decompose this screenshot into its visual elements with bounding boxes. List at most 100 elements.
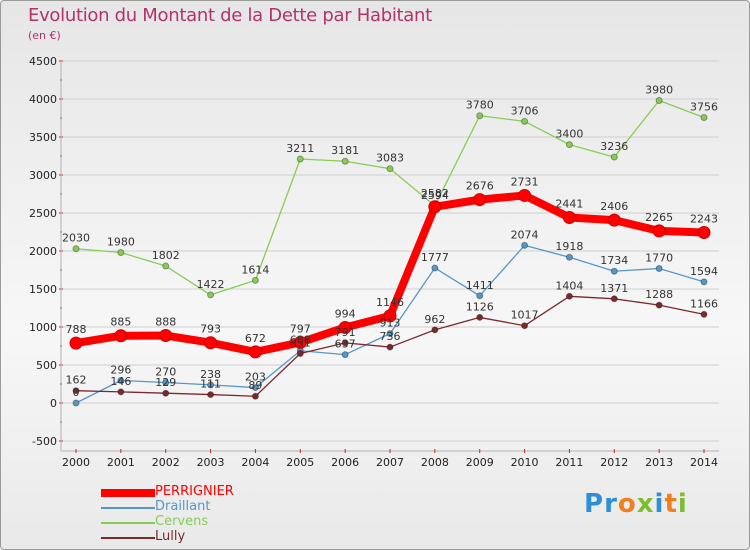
point-perrignier-2005 bbox=[293, 335, 307, 349]
point-cervens-2007 bbox=[386, 165, 394, 173]
x-tick-label-14: 2014 bbox=[690, 456, 718, 469]
x-tick-label-6: 2006 bbox=[331, 456, 359, 469]
point-perrignier-2011 bbox=[562, 210, 576, 224]
data-label-perrignier-2014: 2243 bbox=[690, 213, 718, 226]
data-label-draillant-2008: 1777 bbox=[421, 251, 449, 264]
y-tick-label-0: -500 bbox=[32, 435, 57, 448]
point-cervens-2013 bbox=[655, 97, 663, 105]
data-label-cervens-2014: 3756 bbox=[690, 101, 718, 114]
point-lully-2011 bbox=[565, 292, 573, 300]
point-lully-2010 bbox=[521, 322, 529, 330]
point-cervens-2009 bbox=[476, 112, 484, 120]
x-tick-label-10: 2010 bbox=[511, 456, 539, 469]
legend-swatch-draillant bbox=[101, 507, 155, 509]
point-cervens-2011 bbox=[565, 141, 573, 149]
legend-label-perrignier: PERRIGNIER bbox=[155, 484, 234, 499]
grid-layer bbox=[61, 60, 719, 442]
point-perrignier-2009 bbox=[473, 193, 487, 207]
point-lully-2014 bbox=[700, 310, 708, 318]
data-label-cervens-2013: 3980 bbox=[645, 84, 673, 97]
data-label-lully-2006: 791 bbox=[335, 326, 356, 339]
x-tick-label-1: 2001 bbox=[107, 456, 135, 469]
data-label-draillant-2000: 0 bbox=[73, 386, 80, 399]
point-perrignier-2001 bbox=[114, 329, 128, 343]
data-label-perrignier-2013: 2265 bbox=[645, 211, 673, 224]
data-label-perrignier-2002: 888 bbox=[155, 316, 176, 329]
point-perrignier-2007 bbox=[383, 309, 397, 323]
data-label-perrignier-2001: 885 bbox=[110, 316, 131, 329]
point-cervens-2001 bbox=[117, 249, 125, 257]
point-perrignier-2006 bbox=[338, 320, 352, 334]
data-label-draillant-2003: 238 bbox=[200, 368, 221, 381]
point-cervens-2012 bbox=[610, 153, 618, 161]
point-perrignier-2012 bbox=[607, 213, 621, 227]
data-label-perrignier-2009: 2676 bbox=[466, 180, 494, 193]
data-label-draillant-2004: 203 bbox=[245, 371, 266, 384]
y-tick-label-9: 4000 bbox=[29, 93, 57, 106]
data-label-draillant-2005: 688 bbox=[290, 334, 311, 347]
data-label-cervens-2007: 3083 bbox=[376, 152, 404, 165]
point-perrignier-2008 bbox=[428, 200, 442, 214]
axis-layer: -500 0 500 1000 1500 2000 2500 3000 3500 4000 4500… bbox=[29, 55, 719, 469]
x-tick-label-12: 2012 bbox=[600, 456, 628, 469]
data-label-draillant-2012: 1734 bbox=[600, 254, 628, 267]
point-lully-2001 bbox=[117, 388, 125, 396]
logo-letter-1: r bbox=[604, 489, 618, 519]
data-label-draillant-2006: 637 bbox=[335, 338, 356, 351]
data-label-perrignier-2005: 797 bbox=[290, 322, 311, 335]
data-label-cervens-2009: 3780 bbox=[466, 99, 494, 112]
data-label-cervens-2004: 1614 bbox=[241, 263, 269, 276]
point-cervens-2004 bbox=[251, 276, 259, 284]
point-lully-2002 bbox=[162, 389, 170, 397]
x-tick-label-11: 2011 bbox=[555, 456, 583, 469]
x-tick-label-0: 2000 bbox=[62, 456, 90, 469]
proxiti-logo: Proxiti bbox=[584, 489, 688, 519]
data-label-draillant-2010: 2074 bbox=[511, 228, 539, 241]
logo-letter-4: i bbox=[654, 489, 665, 519]
data-label-lully-2013: 1288 bbox=[645, 288, 673, 301]
logo-letter-6: i bbox=[677, 489, 688, 519]
data-label-cervens-2011: 3400 bbox=[555, 128, 583, 141]
point-perrignier-2003 bbox=[204, 336, 218, 350]
data-label-draillant-2013: 1770 bbox=[645, 251, 673, 264]
data-label-lully-2005: 651 bbox=[290, 337, 311, 350]
point-perrignier-2010 bbox=[518, 188, 532, 202]
point-cervens-2000 bbox=[72, 245, 80, 253]
data-label-cervens-2001: 1980 bbox=[107, 236, 135, 249]
chart-title: Evolution du Montant de la Dette par Hab… bbox=[28, 5, 432, 26]
point-draillant-2004 bbox=[251, 384, 259, 392]
point-draillant-2012 bbox=[610, 267, 618, 275]
data-label-lully-2007: 736 bbox=[380, 330, 401, 343]
y-tick-label-6: 2500 bbox=[29, 207, 57, 220]
y-tick-label-10: 4500 bbox=[29, 55, 57, 68]
point-cervens-2006 bbox=[341, 157, 349, 165]
y-tick-label-2: 500 bbox=[36, 359, 57, 372]
point-lully-2003 bbox=[207, 391, 215, 399]
y-tick-label-8: 3500 bbox=[29, 131, 57, 144]
data-label-draillant-2009: 1411 bbox=[466, 279, 494, 292]
data-label-perrignier-2011: 2441 bbox=[555, 197, 583, 210]
legend-swatch-perrignier bbox=[101, 489, 155, 497]
y-tick-label-1: 0 bbox=[50, 397, 57, 410]
point-draillant-2000 bbox=[72, 399, 80, 407]
y-tick-label-7: 3000 bbox=[29, 169, 57, 182]
x-tick-label-9: 2009 bbox=[466, 456, 494, 469]
legend-label-lully: Lully bbox=[155, 529, 186, 544]
point-perrignier-2014 bbox=[697, 226, 711, 240]
point-draillant-2007 bbox=[386, 330, 394, 338]
chart-unit: (en €) bbox=[28, 29, 61, 42]
point-lully-2009 bbox=[476, 313, 484, 321]
data-label-draillant-2011: 1918 bbox=[555, 240, 583, 253]
data-label-lully-2001: 146 bbox=[110, 375, 131, 388]
data-label-lully-2009: 1126 bbox=[466, 300, 494, 313]
x-tick-label-4: 2004 bbox=[241, 456, 269, 469]
data-label-perrignier-2006: 994 bbox=[335, 307, 356, 320]
point-lully-2013 bbox=[655, 301, 663, 309]
data-label-cervens-2008: 2594 bbox=[421, 189, 449, 202]
data-label-perrignier-2004: 672 bbox=[245, 332, 266, 345]
point-draillant-2010 bbox=[521, 241, 529, 249]
data-label-draillant-2007: 913 bbox=[380, 317, 401, 330]
data-label-lully-2002: 129 bbox=[155, 376, 176, 389]
